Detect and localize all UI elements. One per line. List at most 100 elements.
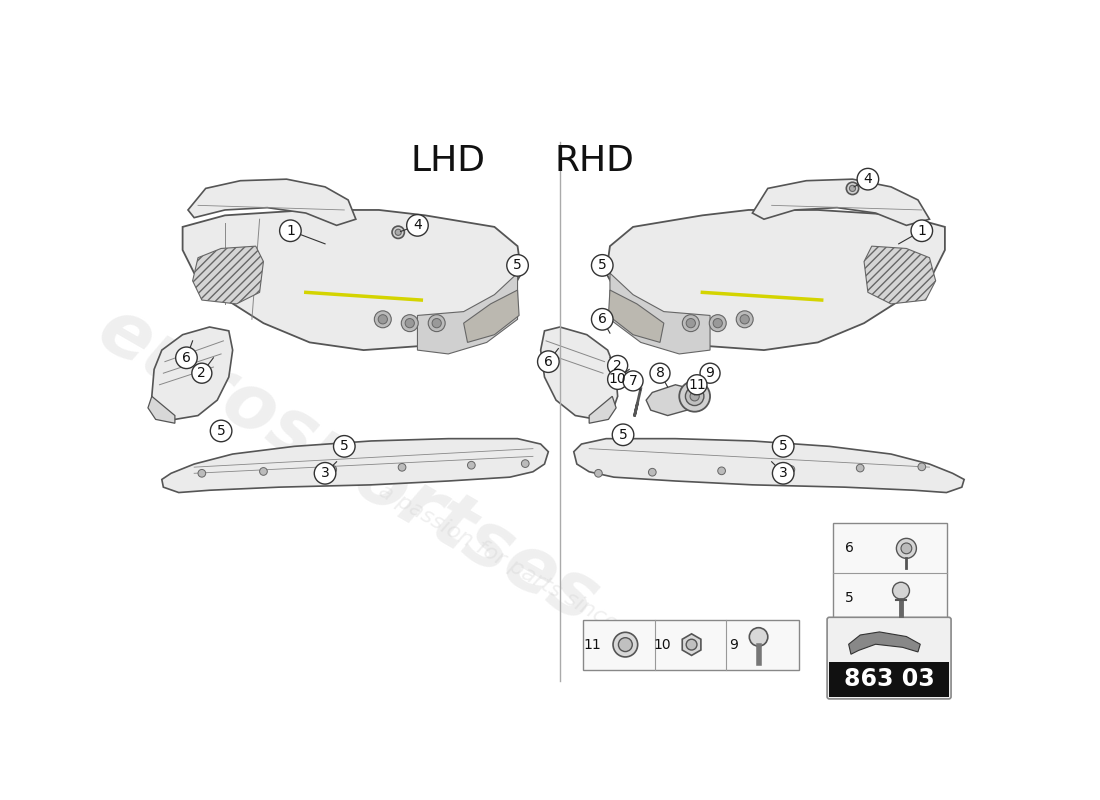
Text: 6: 6 (543, 354, 553, 369)
FancyBboxPatch shape (827, 618, 952, 699)
Text: RHD: RHD (554, 145, 635, 178)
Polygon shape (608, 290, 664, 342)
Circle shape (649, 468, 656, 476)
Text: 8: 8 (656, 366, 664, 380)
Text: 9: 9 (705, 366, 715, 380)
Text: 1: 1 (286, 224, 295, 238)
Circle shape (901, 543, 912, 554)
Circle shape (849, 186, 856, 191)
Circle shape (713, 318, 723, 328)
Polygon shape (646, 385, 695, 415)
Circle shape (176, 347, 197, 369)
Circle shape (682, 314, 700, 332)
Circle shape (686, 374, 707, 394)
Text: 5: 5 (340, 439, 349, 454)
Circle shape (432, 318, 441, 328)
Circle shape (892, 582, 910, 599)
Circle shape (329, 466, 337, 474)
Circle shape (650, 363, 670, 383)
Circle shape (378, 314, 387, 324)
Polygon shape (574, 438, 964, 493)
Polygon shape (590, 396, 616, 423)
Text: 6: 6 (182, 350, 191, 365)
Text: 7: 7 (629, 374, 637, 388)
Polygon shape (464, 290, 519, 342)
Text: 5: 5 (779, 439, 788, 454)
Text: 10: 10 (653, 638, 671, 652)
Text: 11: 11 (583, 638, 601, 652)
Text: 2: 2 (614, 358, 622, 373)
Polygon shape (192, 246, 264, 304)
Text: a passion for parts since 1985: a passion for parts since 1985 (375, 481, 675, 666)
Circle shape (623, 371, 643, 391)
Circle shape (896, 538, 916, 558)
Circle shape (857, 168, 879, 190)
Circle shape (618, 638, 632, 651)
Polygon shape (849, 632, 921, 654)
Text: 4: 4 (414, 218, 421, 232)
Polygon shape (606, 210, 945, 350)
Circle shape (717, 467, 726, 474)
Circle shape (613, 424, 634, 446)
Circle shape (468, 462, 475, 469)
Circle shape (507, 254, 528, 276)
Circle shape (592, 254, 613, 276)
Circle shape (846, 182, 859, 194)
Circle shape (680, 381, 711, 412)
Text: 10: 10 (608, 372, 627, 386)
Circle shape (911, 220, 933, 242)
Circle shape (686, 318, 695, 328)
Circle shape (749, 628, 768, 646)
Text: 5: 5 (845, 591, 854, 606)
Text: 1: 1 (917, 224, 926, 238)
Polygon shape (147, 396, 175, 423)
Circle shape (595, 470, 603, 477)
Circle shape (210, 420, 232, 442)
Circle shape (856, 464, 865, 472)
Text: 2: 2 (198, 366, 206, 380)
Polygon shape (865, 246, 936, 304)
Text: 863 03: 863 03 (844, 667, 935, 691)
Circle shape (917, 463, 926, 470)
Polygon shape (162, 438, 548, 493)
Text: 5: 5 (514, 258, 521, 272)
Text: 6: 6 (845, 542, 854, 555)
Circle shape (685, 387, 704, 406)
Text: 3: 3 (779, 466, 788, 480)
Polygon shape (541, 327, 618, 419)
Circle shape (407, 214, 428, 236)
Text: 9: 9 (729, 638, 738, 652)
Circle shape (191, 363, 212, 383)
Circle shape (402, 314, 418, 332)
Text: 4: 4 (864, 172, 872, 186)
Text: 11: 11 (689, 378, 706, 392)
Text: 5: 5 (217, 424, 226, 438)
Text: 3: 3 (321, 466, 329, 480)
Text: 5: 5 (618, 428, 627, 442)
Circle shape (315, 462, 336, 484)
Circle shape (607, 370, 628, 390)
Polygon shape (152, 327, 233, 419)
Text: 5: 5 (598, 258, 606, 272)
Polygon shape (418, 273, 517, 354)
Circle shape (710, 314, 726, 332)
Circle shape (740, 314, 749, 324)
Circle shape (538, 351, 559, 373)
Circle shape (405, 318, 415, 328)
Text: 6: 6 (597, 312, 607, 326)
Circle shape (607, 355, 628, 375)
Bar (834, 523, 947, 623)
Bar (583, 619, 799, 670)
Polygon shape (183, 210, 521, 350)
Circle shape (772, 435, 794, 457)
Polygon shape (188, 179, 356, 226)
Circle shape (786, 466, 794, 474)
Circle shape (395, 230, 402, 235)
Circle shape (772, 462, 794, 484)
Circle shape (279, 220, 301, 242)
Circle shape (428, 314, 446, 332)
Circle shape (686, 639, 697, 650)
Circle shape (333, 435, 355, 457)
Text: LHD: LHD (410, 145, 486, 178)
Circle shape (736, 311, 754, 328)
